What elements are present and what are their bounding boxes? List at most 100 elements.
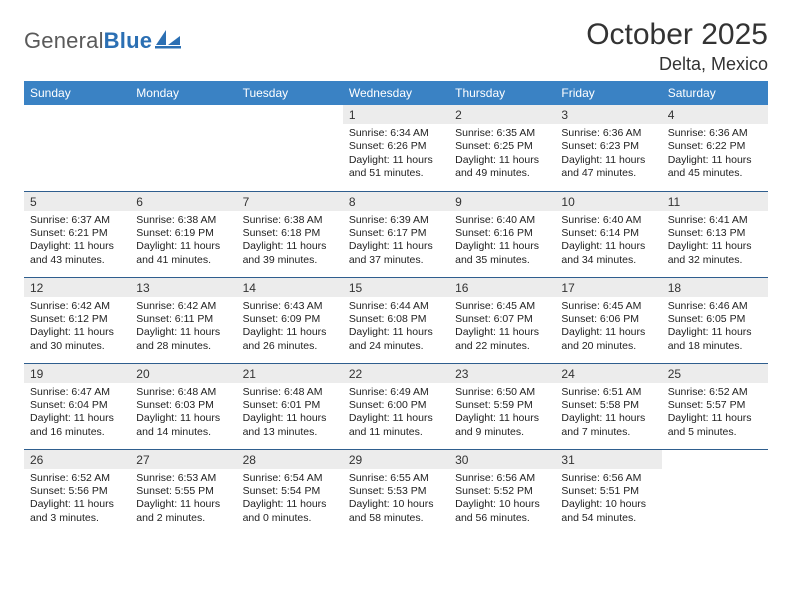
calendar-cell: 1Sunrise: 6:34 AMSunset: 6:26 PMDaylight… — [343, 105, 449, 191]
sunrise-line: Sunrise: 6:47 AM — [30, 386, 124, 399]
day-detail: Sunrise: 6:56 AMSunset: 5:52 PMDaylight:… — [449, 469, 555, 530]
sunrise-line: Sunrise: 6:56 AM — [561, 472, 655, 485]
calendar-cell: 14Sunrise: 6:43 AMSunset: 6:09 PMDayligh… — [237, 277, 343, 363]
calendar-cell: 5Sunrise: 6:37 AMSunset: 6:21 PMDaylight… — [24, 191, 130, 277]
day-number: 11 — [662, 192, 768, 211]
col-wednesday: Wednesday — [343, 81, 449, 105]
sunset-line: Sunset: 6:25 PM — [455, 140, 549, 153]
calendar-cell: 31Sunrise: 6:56 AMSunset: 5:51 PMDayligh… — [555, 449, 661, 535]
day-number: 2 — [449, 105, 555, 124]
sunset-line: Sunset: 6:05 PM — [668, 313, 762, 326]
daylight-line: Daylight: 11 hours and 16 minutes. — [30, 412, 124, 439]
day-number: 22 — [343, 364, 449, 383]
daylight-line: Daylight: 10 hours and 58 minutes. — [349, 498, 443, 525]
brand-word-2: Blue — [104, 28, 152, 54]
sunrise-line: Sunrise: 6:45 AM — [561, 300, 655, 313]
sunset-line: Sunset: 6:19 PM — [136, 227, 230, 240]
sunrise-line: Sunrise: 6:38 AM — [136, 214, 230, 227]
day-detail: Sunrise: 6:52 AMSunset: 5:56 PMDaylight:… — [24, 469, 130, 530]
sunset-line: Sunset: 6:26 PM — [349, 140, 443, 153]
col-sunday: Sunday — [24, 81, 130, 105]
calendar-cell: 10Sunrise: 6:40 AMSunset: 6:14 PMDayligh… — [555, 191, 661, 277]
daylight-line: Daylight: 11 hours and 32 minutes. — [668, 240, 762, 267]
daylight-line: Daylight: 11 hours and 11 minutes. — [349, 412, 443, 439]
day-number: 26 — [24, 450, 130, 469]
sunset-line: Sunset: 6:22 PM — [668, 140, 762, 153]
daylight-line: Daylight: 11 hours and 34 minutes. — [561, 240, 655, 267]
day-number: 5 — [24, 192, 130, 211]
calendar-page: General Blue October 2025 Delta, Mexico … — [0, 0, 792, 535]
calendar-cell: 30Sunrise: 6:56 AMSunset: 5:52 PMDayligh… — [449, 449, 555, 535]
day-detail: Sunrise: 6:40 AMSunset: 6:14 PMDaylight:… — [555, 211, 661, 272]
day-detail — [24, 124, 130, 131]
day-number: 20 — [130, 364, 236, 383]
day-detail: Sunrise: 6:44 AMSunset: 6:08 PMDaylight:… — [343, 297, 449, 358]
sunrise-line: Sunrise: 6:46 AM — [668, 300, 762, 313]
calendar-cell: 20Sunrise: 6:48 AMSunset: 6:03 PMDayligh… — [130, 363, 236, 449]
col-tuesday: Tuesday — [237, 81, 343, 105]
day-detail: Sunrise: 6:54 AMSunset: 5:54 PMDaylight:… — [237, 469, 343, 530]
day-detail: Sunrise: 6:36 AMSunset: 6:23 PMDaylight:… — [555, 124, 661, 185]
calendar-cell: 6Sunrise: 6:38 AMSunset: 6:19 PMDaylight… — [130, 191, 236, 277]
daylight-line: Daylight: 11 hours and 13 minutes. — [243, 412, 337, 439]
sunrise-line: Sunrise: 6:38 AM — [243, 214, 337, 227]
col-friday: Friday — [555, 81, 661, 105]
sunrise-line: Sunrise: 6:36 AM — [561, 127, 655, 140]
sunrise-line: Sunrise: 6:48 AM — [243, 386, 337, 399]
col-thursday: Thursday — [449, 81, 555, 105]
day-number — [24, 105, 130, 124]
day-detail: Sunrise: 6:43 AMSunset: 6:09 PMDaylight:… — [237, 297, 343, 358]
day-detail: Sunrise: 6:37 AMSunset: 6:21 PMDaylight:… — [24, 211, 130, 272]
calendar-header: Sunday Monday Tuesday Wednesday Thursday… — [24, 81, 768, 105]
day-detail: Sunrise: 6:42 AMSunset: 6:11 PMDaylight:… — [130, 297, 236, 358]
day-number: 31 — [555, 450, 661, 469]
sunrise-line: Sunrise: 6:36 AM — [668, 127, 762, 140]
sunset-line: Sunset: 6:11 PM — [136, 313, 230, 326]
daylight-line: Daylight: 11 hours and 51 minutes. — [349, 154, 443, 181]
sunrise-line: Sunrise: 6:56 AM — [455, 472, 549, 485]
sunrise-line: Sunrise: 6:48 AM — [136, 386, 230, 399]
day-number: 16 — [449, 278, 555, 297]
day-detail: Sunrise: 6:51 AMSunset: 5:58 PMDaylight:… — [555, 383, 661, 444]
sunrise-line: Sunrise: 6:45 AM — [455, 300, 549, 313]
month-title: October 2025 — [586, 18, 768, 52]
day-detail: Sunrise: 6:34 AMSunset: 6:26 PMDaylight:… — [343, 124, 449, 185]
day-number: 7 — [237, 192, 343, 211]
day-number: 13 — [130, 278, 236, 297]
day-detail: Sunrise: 6:48 AMSunset: 6:03 PMDaylight:… — [130, 383, 236, 444]
sunset-line: Sunset: 5:57 PM — [668, 399, 762, 412]
location-label: Delta, Mexico — [586, 54, 768, 75]
day-number: 8 — [343, 192, 449, 211]
sunset-line: Sunset: 6:08 PM — [349, 313, 443, 326]
day-number: 17 — [555, 278, 661, 297]
calendar-cell: 23Sunrise: 6:50 AMSunset: 5:59 PMDayligh… — [449, 363, 555, 449]
day-detail — [237, 124, 343, 131]
sunset-line: Sunset: 6:13 PM — [668, 227, 762, 240]
day-number: 12 — [24, 278, 130, 297]
calendar-cell — [662, 449, 768, 535]
day-detail: Sunrise: 6:38 AMSunset: 6:18 PMDaylight:… — [237, 211, 343, 272]
day-detail: Sunrise: 6:40 AMSunset: 6:16 PMDaylight:… — [449, 211, 555, 272]
daylight-line: Daylight: 11 hours and 45 minutes. — [668, 154, 762, 181]
daylight-line: Daylight: 11 hours and 35 minutes. — [455, 240, 549, 267]
brand-text: General Blue — [24, 28, 152, 54]
sunset-line: Sunset: 6:23 PM — [561, 140, 655, 153]
sunrise-line: Sunrise: 6:42 AM — [136, 300, 230, 313]
sunrise-line: Sunrise: 6:41 AM — [668, 214, 762, 227]
sunrise-line: Sunrise: 6:39 AM — [349, 214, 443, 227]
day-number: 3 — [555, 105, 661, 124]
calendar-cell: 27Sunrise: 6:53 AMSunset: 5:55 PMDayligh… — [130, 449, 236, 535]
daylight-line: Daylight: 11 hours and 7 minutes. — [561, 412, 655, 439]
day-number — [130, 105, 236, 124]
daylight-line: Daylight: 11 hours and 43 minutes. — [30, 240, 124, 267]
brand-logo: General Blue — [24, 18, 181, 54]
day-detail: Sunrise: 6:49 AMSunset: 6:00 PMDaylight:… — [343, 383, 449, 444]
day-number: 28 — [237, 450, 343, 469]
sunset-line: Sunset: 6:01 PM — [243, 399, 337, 412]
daylight-line: Daylight: 11 hours and 2 minutes. — [136, 498, 230, 525]
col-saturday: Saturday — [662, 81, 768, 105]
daylight-line: Daylight: 11 hours and 24 minutes. — [349, 326, 443, 353]
col-monday: Monday — [130, 81, 236, 105]
day-number: 9 — [449, 192, 555, 211]
daylight-line: Daylight: 11 hours and 9 minutes. — [455, 412, 549, 439]
